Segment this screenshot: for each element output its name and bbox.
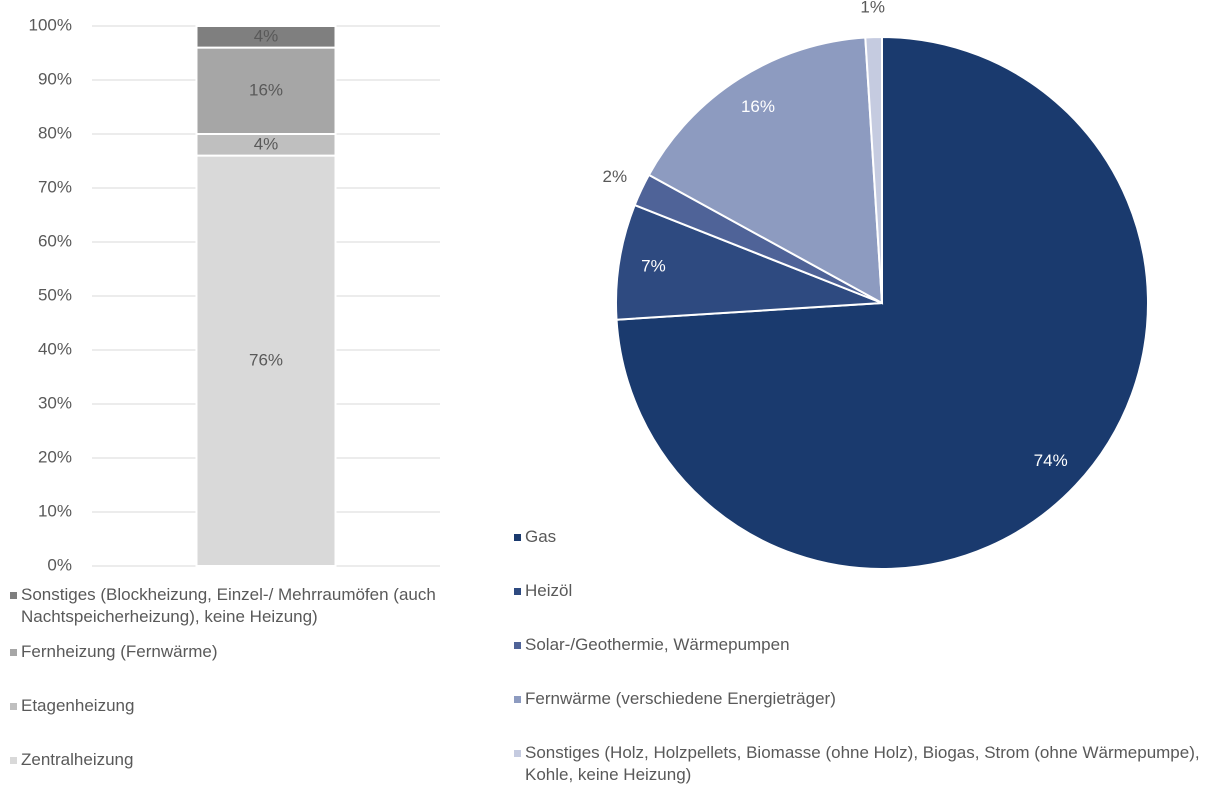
y-tick-label: 80%: [38, 123, 72, 142]
legend-label: Sonstiges (Holz, Holzpellets, Biomasse (…: [525, 743, 1200, 784]
y-tick-label: 90%: [38, 69, 72, 88]
legend-item: Fernwärme (verschiedene Energieträger): [514, 688, 1224, 710]
legend-swatch: [514, 642, 521, 649]
data-label: 74%: [1034, 451, 1068, 470]
y-tick-label: 30%: [38, 393, 72, 412]
legend-swatch: [10, 703, 17, 710]
legend-label: Gas: [525, 527, 557, 546]
legend-label: Solar-/Geothermie, Wärmepumpen: [525, 635, 790, 654]
pie-slice: [864, 35, 883, 304]
legend-swatch: [514, 696, 521, 703]
data-label: 16%: [741, 97, 775, 116]
pie-slice: [647, 36, 884, 305]
legend-item: Sonstiges (Blockheizung, Einzel-/ Mehrra…: [10, 584, 500, 628]
legend-item: Sonstiges (Holz, Holzpellets, Biomasse (…: [514, 742, 1224, 786]
legend-label: Etagenheizung: [21, 696, 135, 715]
data-label: 2%: [603, 167, 628, 186]
legend-label: Fernheizung (Fernwärme): [21, 642, 218, 661]
legend-label: Zentralheizung: [21, 750, 134, 769]
y-tick-label: 70%: [38, 177, 72, 196]
y-tick-label: 60%: [38, 231, 72, 250]
y-tick-label: 20%: [38, 447, 72, 466]
legend-item: Zentralheizung: [10, 749, 500, 771]
data-label: 4%: [254, 26, 279, 45]
legend-item: Solar-/Geothermie, Wärmepumpen: [514, 634, 1224, 656]
bar-segment: [195, 46, 337, 135]
legend-swatch: [514, 534, 521, 541]
data-label: 76%: [249, 350, 283, 369]
data-label: 1%: [860, 0, 885, 16]
legend-swatch: [10, 649, 17, 656]
y-tick-label: 100%: [29, 15, 72, 34]
y-tick-label: 10%: [38, 501, 72, 520]
legend-label: Heizöl: [525, 581, 573, 600]
data-label: 16%: [249, 80, 283, 99]
data-label: 7%: [641, 256, 666, 275]
y-tick-label: 50%: [38, 285, 72, 304]
legend-item: Gas: [514, 526, 1224, 548]
legend-swatch: [514, 588, 521, 595]
legend-swatch: [10, 592, 17, 599]
bar-segment: [195, 25, 337, 49]
legend-label: Sonstiges (Blockheizung, Einzel-/ Mehrra…: [21, 585, 436, 626]
legend-item: Etagenheizung: [10, 695, 500, 717]
legend-swatch: [10, 757, 17, 764]
y-tick-label: 0%: [47, 555, 72, 574]
legend-label: Fernwärme (verschiedene Energieträger): [525, 689, 836, 708]
data-label: 4%: [254, 134, 279, 153]
legend-item: Fernheizung (Fernwärme): [10, 641, 500, 663]
y-tick-label: 40%: [38, 339, 72, 358]
legend-item: Heizöl: [514, 580, 1224, 602]
legend-swatch: [514, 750, 521, 757]
pie-slice: [615, 203, 883, 321]
bar-segment: [195, 154, 337, 567]
